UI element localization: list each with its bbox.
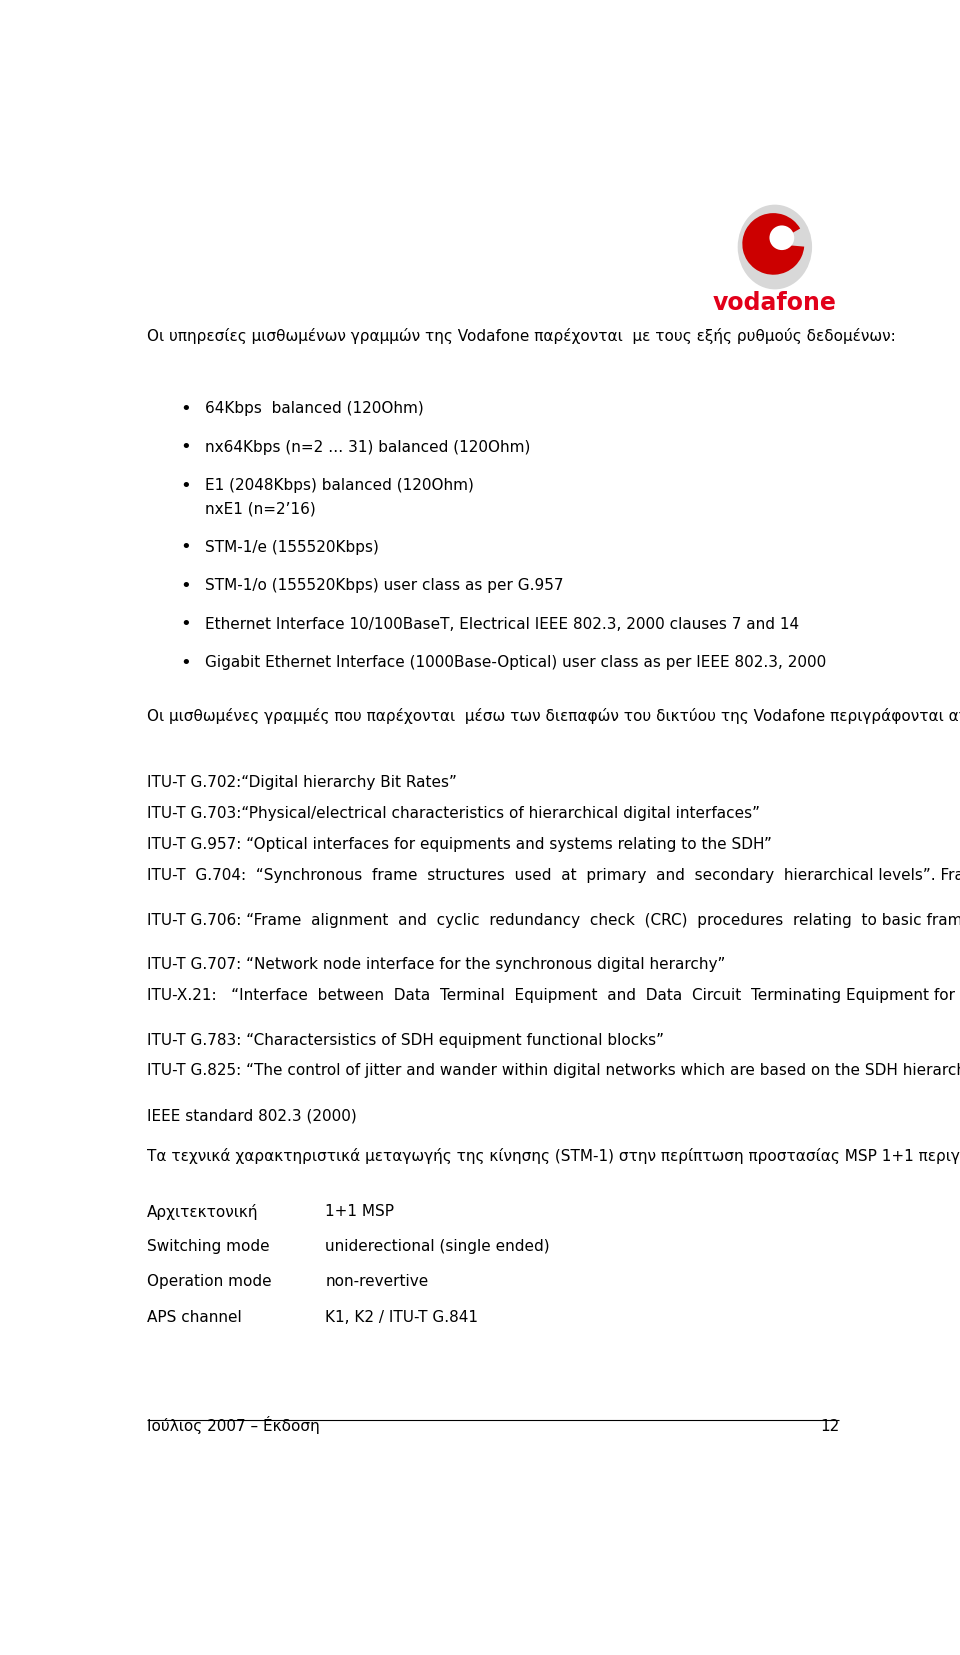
Text: Οι υπηρεσίες μισθωμένων γραμμών της Vodafone παρέχονται  με τους εξής ρυθμούς δε: Οι υπηρεσίες μισθωμένων γραμμών της Voda… (147, 328, 896, 344)
Text: Ethernet Interface 10/100BaseT, Electrical IEEE 802.3, 2000 clauses 7 and 14: Ethernet Interface 10/100BaseT, Electric… (205, 616, 800, 632)
Circle shape (770, 227, 794, 252)
Text: Operation mode: Operation mode (147, 1274, 272, 1289)
Text: 12: 12 (820, 1418, 839, 1433)
Text: ITU-T G.957: “Optical interfaces for equipments and systems relating to the SDH”: ITU-T G.957: “Optical interfaces for equ… (147, 836, 772, 852)
Text: STM-1/o (155520Kbps) user class as per G.957: STM-1/o (155520Kbps) user class as per G… (205, 578, 564, 592)
Text: Switching mode: Switching mode (147, 1238, 270, 1253)
Text: •: • (180, 538, 191, 556)
Wedge shape (742, 213, 804, 275)
Text: nxE1 (n=2’16): nxE1 (n=2’16) (205, 501, 316, 516)
Text: E1 (2048Kbps) balanced (120Ohm): E1 (2048Kbps) balanced (120Ohm) (205, 478, 474, 493)
Text: Οι μισθωμένες γραμμές που παρέχονται  μέσω των διεπαφών του δικτύου της Vodafone: Οι μισθωμένες γραμμές που παρέχονται μέσ… (147, 707, 960, 723)
Ellipse shape (737, 205, 812, 290)
Text: ITU-T G.825: “The control of jitter and wander within digital networks which are: ITU-T G.825: “The control of jitter and … (147, 1063, 960, 1077)
Text: ITU-T G.783: “Charactersistics of SDH equipment functional blocks”: ITU-T G.783: “Charactersistics of SDH eq… (147, 1033, 664, 1048)
Text: 64Kbps  balanced (120Ohm): 64Kbps balanced (120Ohm) (205, 401, 424, 415)
Text: Τα τεχνικά χαρακτηριστικά μεταγωγής της κίνησης (STM-1) στην περίπτωση προστασία: Τα τεχνικά χαρακτηριστικά μεταγωγής της … (147, 1147, 960, 1163)
Text: ITU-T  G.704:  “Synchronous  frame  structures  used  at  primary  and  secondar: ITU-T G.704: “Synchronous frame structur… (147, 867, 960, 882)
Text: ITU-X.21:   “Interface  between  Data  Terminal  Equipment  and  Data  Circuit  : ITU-X.21: “Interface between Data Termin… (147, 988, 960, 1003)
Text: •: • (180, 399, 191, 417)
Text: 1+1 MSP: 1+1 MSP (325, 1203, 395, 1218)
Text: non-revertive: non-revertive (325, 1274, 428, 1289)
Text: uniderectional (single ended): uniderectional (single ended) (325, 1238, 550, 1253)
Text: nx64Kbps (n=2 … 31) balanced (120Ohm): nx64Kbps (n=2 … 31) balanced (120Ohm) (205, 440, 531, 455)
Text: •: • (180, 439, 191, 455)
Text: K1, K2 / ITU-T G.841: K1, K2 / ITU-T G.841 (325, 1309, 478, 1324)
Text: STM-1/e (155520Kbps): STM-1/e (155520Kbps) (205, 540, 379, 554)
Text: ITU-T G.707: “Network node interface for the synchronous digital herarchy”: ITU-T G.707: “Network node interface for… (147, 957, 726, 971)
Text: IEEE standard 802.3 (2000): IEEE standard 802.3 (2000) (147, 1107, 357, 1122)
Text: Αρχιτεκτονική: Αρχιτεκτονική (147, 1203, 258, 1218)
Text: ITU-T G.706: “Frame  alignment  and  cyclic  redundancy  check  (CRC)  procedure: ITU-T G.706: “Frame alignment and cyclic… (147, 912, 960, 927)
Text: •: • (180, 477, 191, 495)
Text: vodafone: vodafone (713, 291, 837, 314)
Text: ITU-T G.702:“Digital hierarchy Bit Rates”: ITU-T G.702:“Digital hierarchy Bit Rates… (147, 775, 457, 789)
Text: Ιούλιος 2007 – Éκδοση: Ιούλιος 2007 – Éκδοση (147, 1415, 320, 1433)
Text: •: • (180, 654, 191, 672)
Text: ITU-T G.703:“Physical/electrical characteristics of hierarchical digital interfa: ITU-T G.703:“Physical/electrical charact… (147, 806, 760, 821)
Text: •: • (180, 616, 191, 632)
Text: Gigabit Ethernet Interface (1000Base-Optical) user class as per IEEE 802.3, 2000: Gigabit Ethernet Interface (1000Base-Opt… (205, 655, 827, 670)
Text: •: • (180, 576, 191, 594)
Text: APS channel: APS channel (147, 1309, 242, 1324)
